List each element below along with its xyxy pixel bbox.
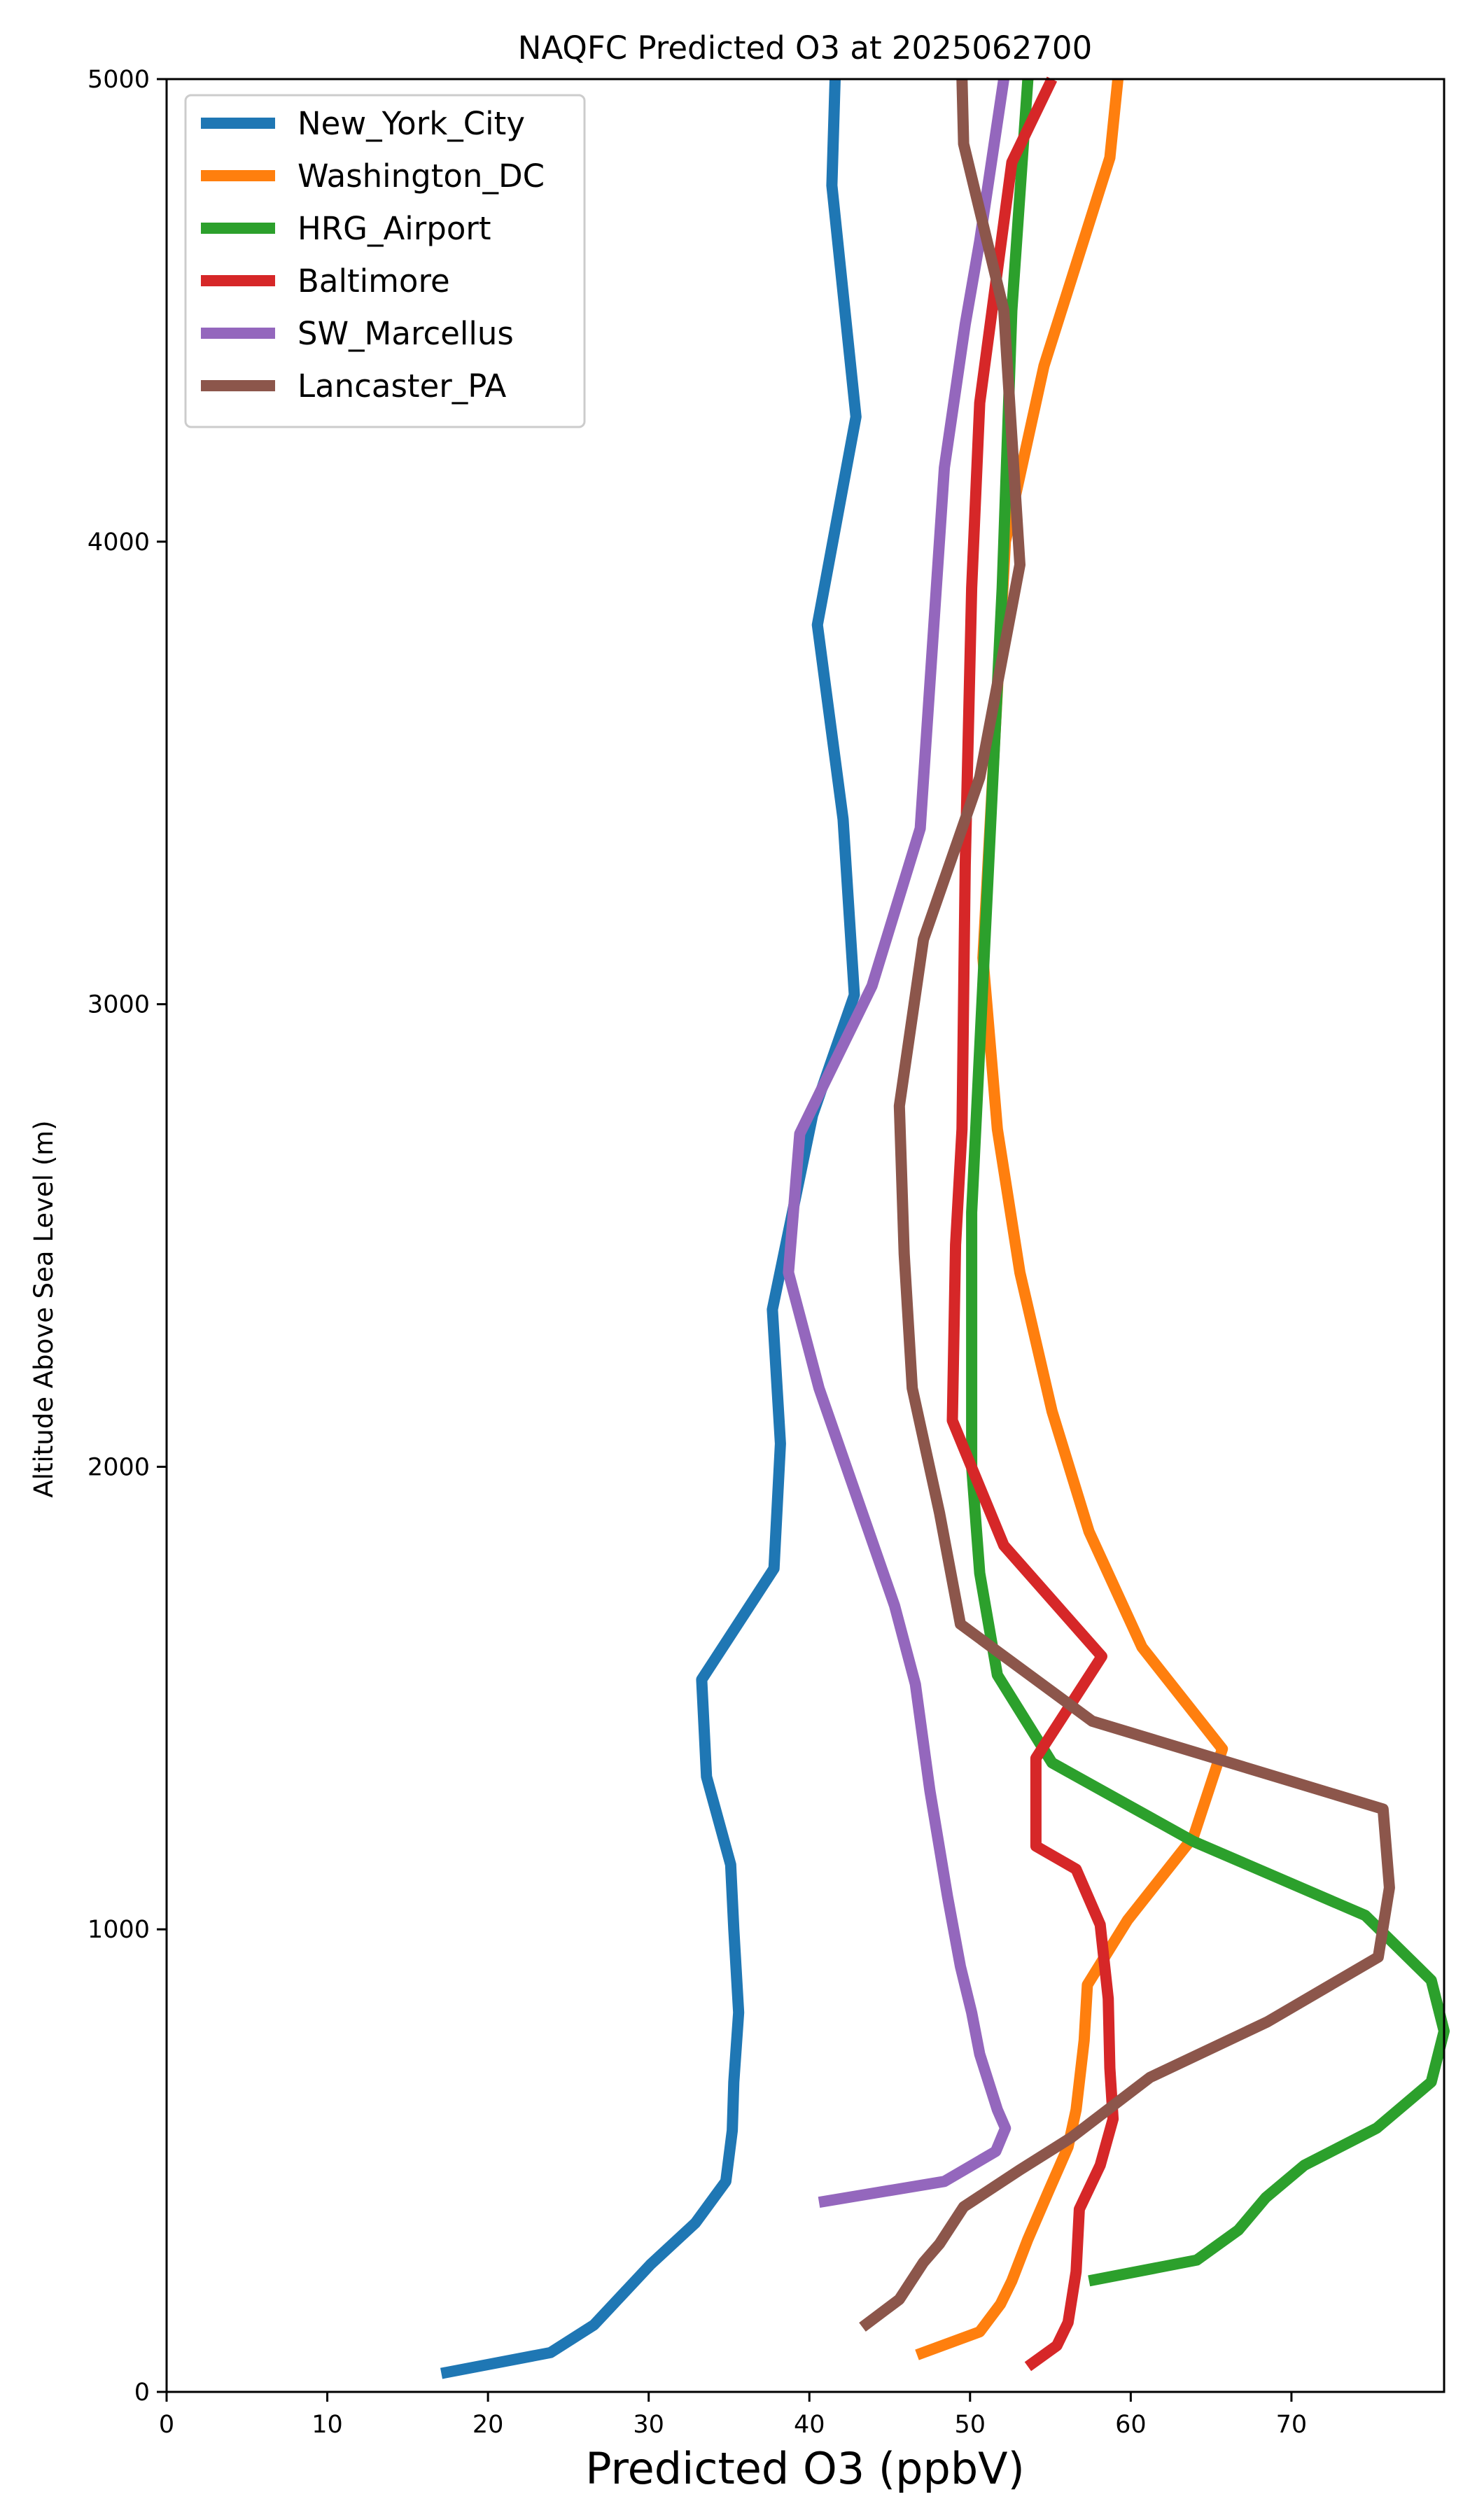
- y-tick-label: 1000: [88, 1916, 150, 1944]
- x-tick-label: 40: [794, 2411, 825, 2439]
- y-tick-label: 4000: [88, 528, 150, 556]
- legend-label: New_York_City: [298, 105, 525, 142]
- series-line-sw-marcellus: [783, 78, 1011, 2208]
- x-tick-label: 50: [955, 2411, 986, 2439]
- y-axis-label: Altitude Above Sea Level (m): [29, 1120, 59, 1497]
- legend-label: HRG_Airport: [298, 210, 491, 247]
- y-axis: 0 1000 2000 3000 4000 5000: [88, 66, 167, 2407]
- x-tick-label: 70: [1276, 2411, 1308, 2439]
- series-line-hrg-airport: [966, 78, 1450, 2287]
- plot-frame: [165, 78, 1446, 2393]
- legend-label: Washington_DC: [298, 158, 545, 195]
- y-tick-label: 0: [134, 2379, 150, 2407]
- x-axis: 0 10 20 30 40 50 60 70: [159, 2392, 1307, 2439]
- plot-area: [440, 76, 1450, 2379]
- y-tick-label: 5000: [88, 66, 150, 94]
- legend-label: SW_Marcellus: [298, 315, 514, 352]
- y-tick-label: 2000: [88, 1453, 150, 1481]
- series-line-new-york-city: [440, 78, 862, 2379]
- x-tick-label: 10: [312, 2411, 343, 2439]
- x-tick-label: 0: [159, 2411, 174, 2439]
- series-line-baltimore: [946, 76, 1119, 2372]
- legend-label: Lancaster_PA: [298, 368, 507, 405]
- legend-label: Baltimore: [298, 262, 450, 300]
- y-tick-label: 3000: [88, 991, 150, 1019]
- chart-title: NAQFC Predicted O3 at 2025062700: [518, 29, 1092, 66]
- x-tick-label: 60: [1115, 2411, 1147, 2439]
- x-tick-label: 20: [472, 2411, 504, 2439]
- x-axis-label: Predicted O3 (ppbV): [585, 2443, 1025, 2494]
- legend: New_York_City Washington_DC HRG_Airport Bal…: [184, 94, 586, 428]
- series-line-lancaster-pa: [859, 78, 1395, 2332]
- legend-box: [184, 94, 586, 428]
- x-tick-label: 30: [633, 2411, 664, 2439]
